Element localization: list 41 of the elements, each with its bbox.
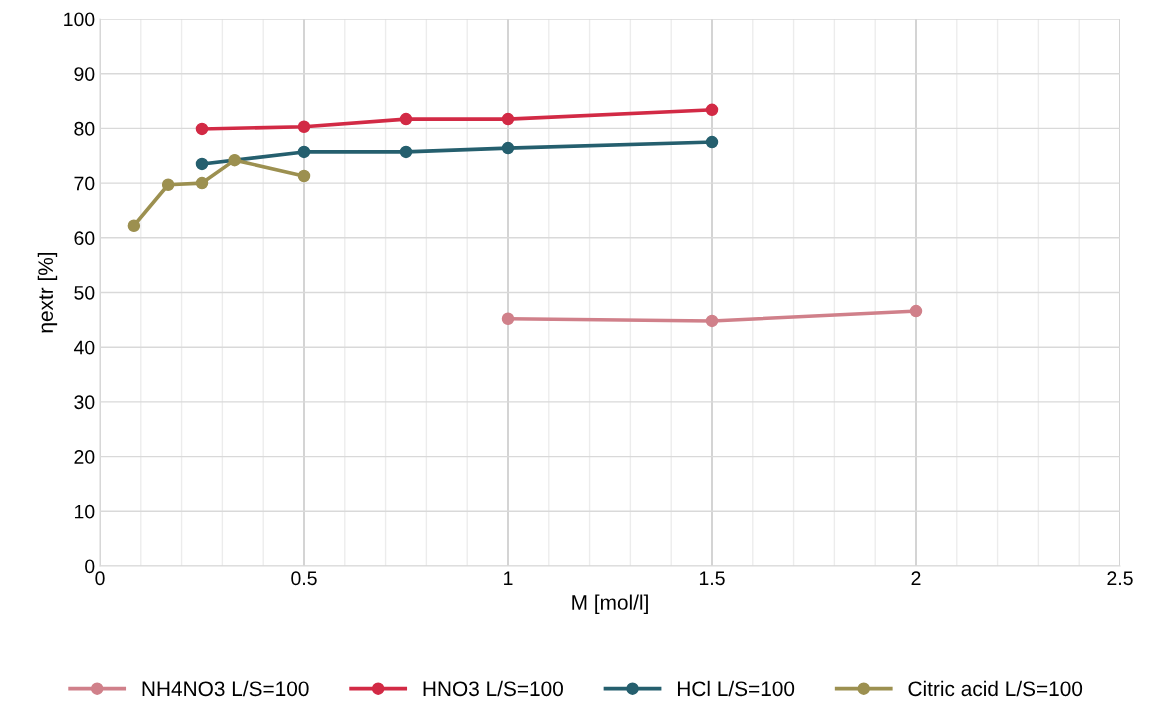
- y-tick-label: 60: [74, 231, 95, 246]
- y-tick-label: 10: [75, 504, 95, 519]
- y-tick-label: 90: [74, 67, 95, 81]
- legend-label: NH4NO3 L/S=100: [142, 680, 309, 697]
- legend-label: HCl L/S=100: [677, 680, 795, 697]
- x-axis-title: M [mol/l]: [572, 594, 648, 614]
- point: [705, 103, 719, 117]
- x-tick-label: 2: [911, 571, 921, 585]
- point: [127, 219, 141, 233]
- point: [501, 141, 515, 155]
- point: [705, 135, 719, 149]
- y-tick-label: 30: [74, 395, 95, 410]
- y-tick-label: 40: [73, 340, 95, 355]
- y-tick-label: 80: [74, 121, 95, 136]
- point: [297, 120, 311, 134]
- point: [195, 176, 209, 190]
- point: [399, 145, 413, 159]
- point: [297, 169, 311, 183]
- point: [161, 178, 175, 191]
- point: [228, 153, 241, 167]
- point: [705, 314, 719, 328]
- y-tick-label: 0: [85, 559, 95, 574]
- point: [501, 112, 515, 126]
- point: [195, 157, 209, 171]
- y-tick-label: 20: [74, 450, 95, 464]
- x-tick-label: 0: [95, 571, 105, 586]
- point: [399, 112, 413, 126]
- x-tick-label: 0.5: [291, 571, 317, 586]
- x-tick-label: 1.5: [699, 571, 725, 586]
- point: [195, 122, 209, 136]
- legend-label: HNO3 L/S=100: [423, 680, 563, 697]
- y-tick-label: 100: [64, 12, 95, 27]
- legend-label: Citric acid L/S=100: [908, 680, 1083, 697]
- y-tick-label: 50: [74, 285, 95, 300]
- y-axis-title: ηextr [%]: [37, 252, 58, 333]
- point: [909, 304, 923, 318]
- point: [501, 312, 515, 326]
- y-tick-label: 70: [74, 176, 95, 191]
- x-tick-label: 1: [504, 571, 513, 585]
- point: [297, 145, 311, 159]
- x-tick-label: 2.5: [1107, 571, 1133, 586]
